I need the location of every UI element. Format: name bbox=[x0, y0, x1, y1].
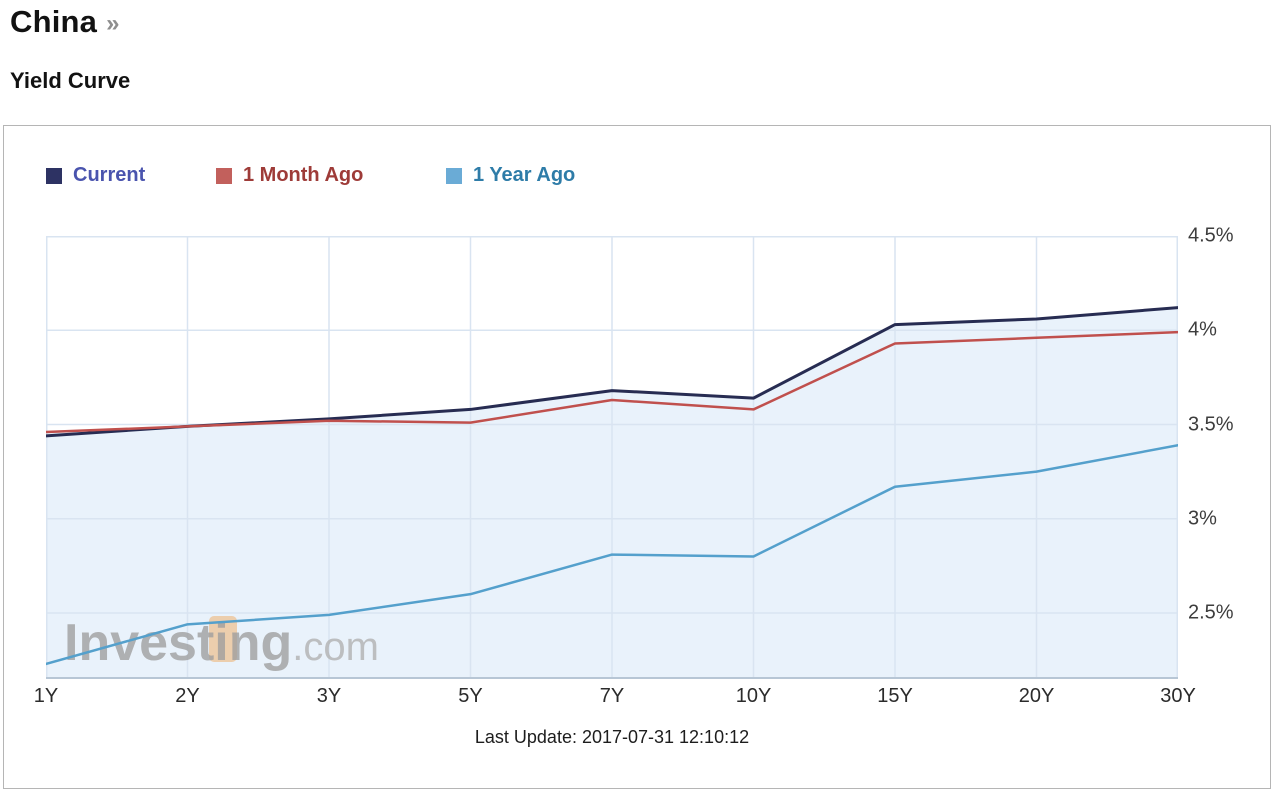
watermark-logo: Investing.com bbox=[64, 614, 379, 672]
legend-label: Current bbox=[73, 164, 146, 186]
last-update-text: Last Update: 2017-07-31 12:10:12 bbox=[474, 727, 750, 747]
legend-item-1-month-ago[interactable]: 1 Month Ago bbox=[216, 164, 363, 187]
y-axis-label: 4.5% bbox=[1188, 224, 1234, 247]
page-title: China bbox=[10, 4, 98, 39]
x-axis-label: 5Y bbox=[458, 685, 483, 707]
x-axis-label: 10Y bbox=[735, 685, 772, 707]
x-axis-label: 7Y bbox=[599, 685, 625, 707]
yield-curve-plot: Investing.com bbox=[46, 236, 1178, 679]
y-axis: 4.5% 4% 3.5% 3% 2.5% bbox=[1188, 126, 1268, 788]
y-axis-label: 4% bbox=[1188, 318, 1217, 341]
legend-swatch-1-month-ago-icon bbox=[216, 167, 232, 184]
legend-item-1-year-ago[interactable]: 1 Year Ago bbox=[446, 164, 575, 187]
yield-curve-chart-panel: Current 1 Month Ago 1 Year Ago Investing… bbox=[3, 125, 1271, 789]
country-link[interactable]: China » bbox=[10, 4, 119, 40]
y-axis-label: 3.5% bbox=[1188, 413, 1234, 435]
y-axis-label: 2.5% bbox=[1188, 601, 1234, 624]
x-axis-label: 2Y bbox=[175, 685, 200, 707]
x-axis: 1Y 2Y 3Y 5Y 7Y 10Y 15Y 20Y 30Y bbox=[4, 685, 1270, 709]
series-line bbox=[46, 443, 1178, 666]
page-subtitle: Yield Curve bbox=[10, 68, 131, 93]
x-axis-label: 15Y bbox=[877, 685, 913, 707]
x-axis-label: 1Y bbox=[33, 685, 59, 707]
watermark-accent bbox=[209, 616, 237, 662]
legend-swatch-1-year-ago-icon bbox=[446, 167, 462, 184]
y-axis-label: 3% bbox=[1188, 507, 1217, 530]
page-header: China » bbox=[10, 4, 119, 40]
x-axis-label: 30Y bbox=[1160, 685, 1196, 707]
yield-curve-svg: Investing.com bbox=[46, 236, 1178, 679]
chart-legend: Current 1 Month Ago 1 Year Ago bbox=[4, 164, 1270, 188]
series-line bbox=[46, 330, 1178, 434]
x-axis-label: 20Y bbox=[1018, 685, 1055, 707]
legend-swatch-current-icon bbox=[46, 167, 62, 184]
legend-label: 1 Year Ago bbox=[473, 164, 576, 186]
x-axis-label: 3Y bbox=[316, 685, 342, 707]
legend-label: 1 Month Ago bbox=[243, 164, 364, 186]
legend-item-current[interactable]: Current bbox=[46, 164, 145, 187]
chevron-right-icon: » bbox=[106, 10, 120, 37]
